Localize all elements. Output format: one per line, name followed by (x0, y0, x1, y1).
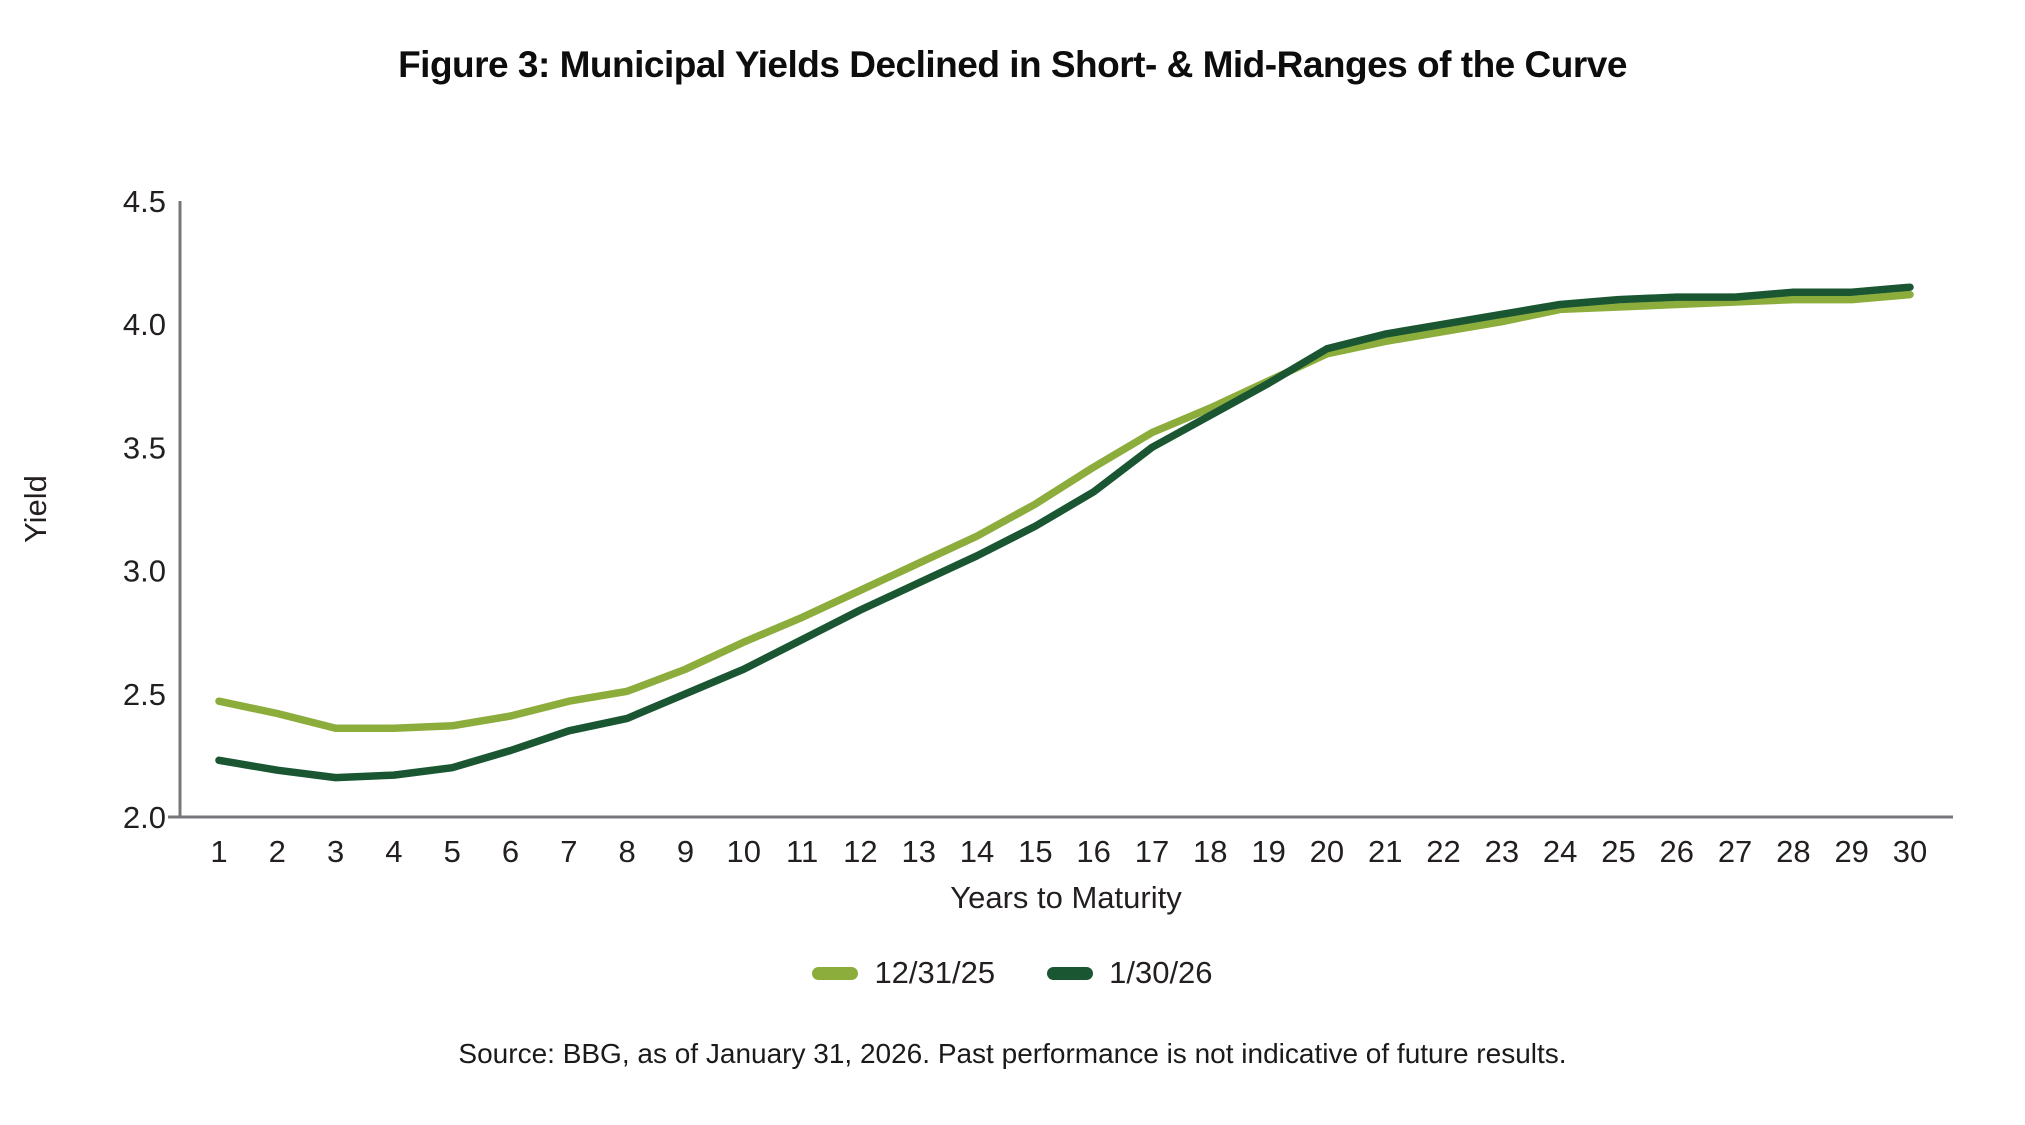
y-tick-label: 4.0 (123, 307, 166, 342)
x-tick-label: 15 (1018, 834, 1052, 869)
y-tick-label: 2.5 (123, 677, 166, 712)
x-tick-label: 17 (1135, 834, 1169, 869)
x-tick-label: 25 (1601, 834, 1635, 869)
x-tick-label: 26 (1660, 834, 1694, 869)
x-tick-label: 18 (1193, 834, 1227, 869)
x-tick-label: 6 (502, 834, 519, 869)
x-tick-label: 4 (385, 834, 402, 869)
x-tick-label: 8 (619, 834, 636, 869)
x-tick-label: 5 (444, 834, 461, 869)
legend-label: 1/30/26 (1109, 955, 1213, 990)
legend-label: 12/31/25 (874, 955, 996, 990)
source-note: Source: BBG, as of January 31, 2026. Pas… (458, 1038, 1567, 1069)
x-tick-label: 22 (1426, 834, 1460, 869)
x-tick-label: 10 (727, 834, 761, 869)
y-axis-title: Yield (18, 475, 53, 543)
legend-swatch-icon (1047, 966, 1094, 980)
x-tick-label: 3 (327, 834, 344, 869)
x-tick-label: 23 (1485, 834, 1519, 869)
x-tick-label: 24 (1543, 834, 1577, 869)
x-tick-label: 30 (1893, 834, 1927, 869)
x-tick-label: 11 (786, 834, 818, 869)
y-tick-label: 3.0 (123, 554, 166, 589)
x-tick-label: 29 (1834, 834, 1868, 869)
series-line-12/31/25 (215, 290, 1914, 733)
y-tick-label: 2.0 (123, 800, 166, 835)
x-tick-label: 12 (843, 834, 877, 869)
x-tick-label: 13 (901, 834, 935, 869)
x-tick-label: 21 (1368, 834, 1402, 869)
x-tick-label: 2 (269, 834, 286, 869)
x-tick-label: 9 (677, 834, 694, 869)
x-tick-label: 19 (1251, 834, 1285, 869)
x-tick-label: 7 (560, 834, 577, 869)
legend-item-1/30/26: 1/30/26 (1047, 955, 1213, 991)
legend-item-12/31/25: 12/31/25 (812, 955, 995, 991)
x-tick-label: 14 (960, 834, 994, 869)
x-tick-label: 1 (210, 834, 227, 869)
x-tick-label: 16 (1076, 834, 1110, 869)
chart-title: Figure 3: Municipal Yields Declined in S… (398, 44, 1627, 85)
chart-legend: 12/31/25 1/30/26 (0, 955, 2025, 991)
x-tick-label: 20 (1310, 834, 1344, 869)
series-line-1/30/26 (215, 283, 1914, 782)
y-tick-label: 3.5 (123, 430, 166, 465)
x-tick-label: 28 (1776, 834, 1810, 869)
x-tick-label: 27 (1718, 834, 1752, 869)
legend-swatch-icon (812, 966, 859, 980)
x-axis-title: Years to Maturity (950, 880, 1182, 915)
y-tick-label: 4.5 (123, 184, 166, 219)
